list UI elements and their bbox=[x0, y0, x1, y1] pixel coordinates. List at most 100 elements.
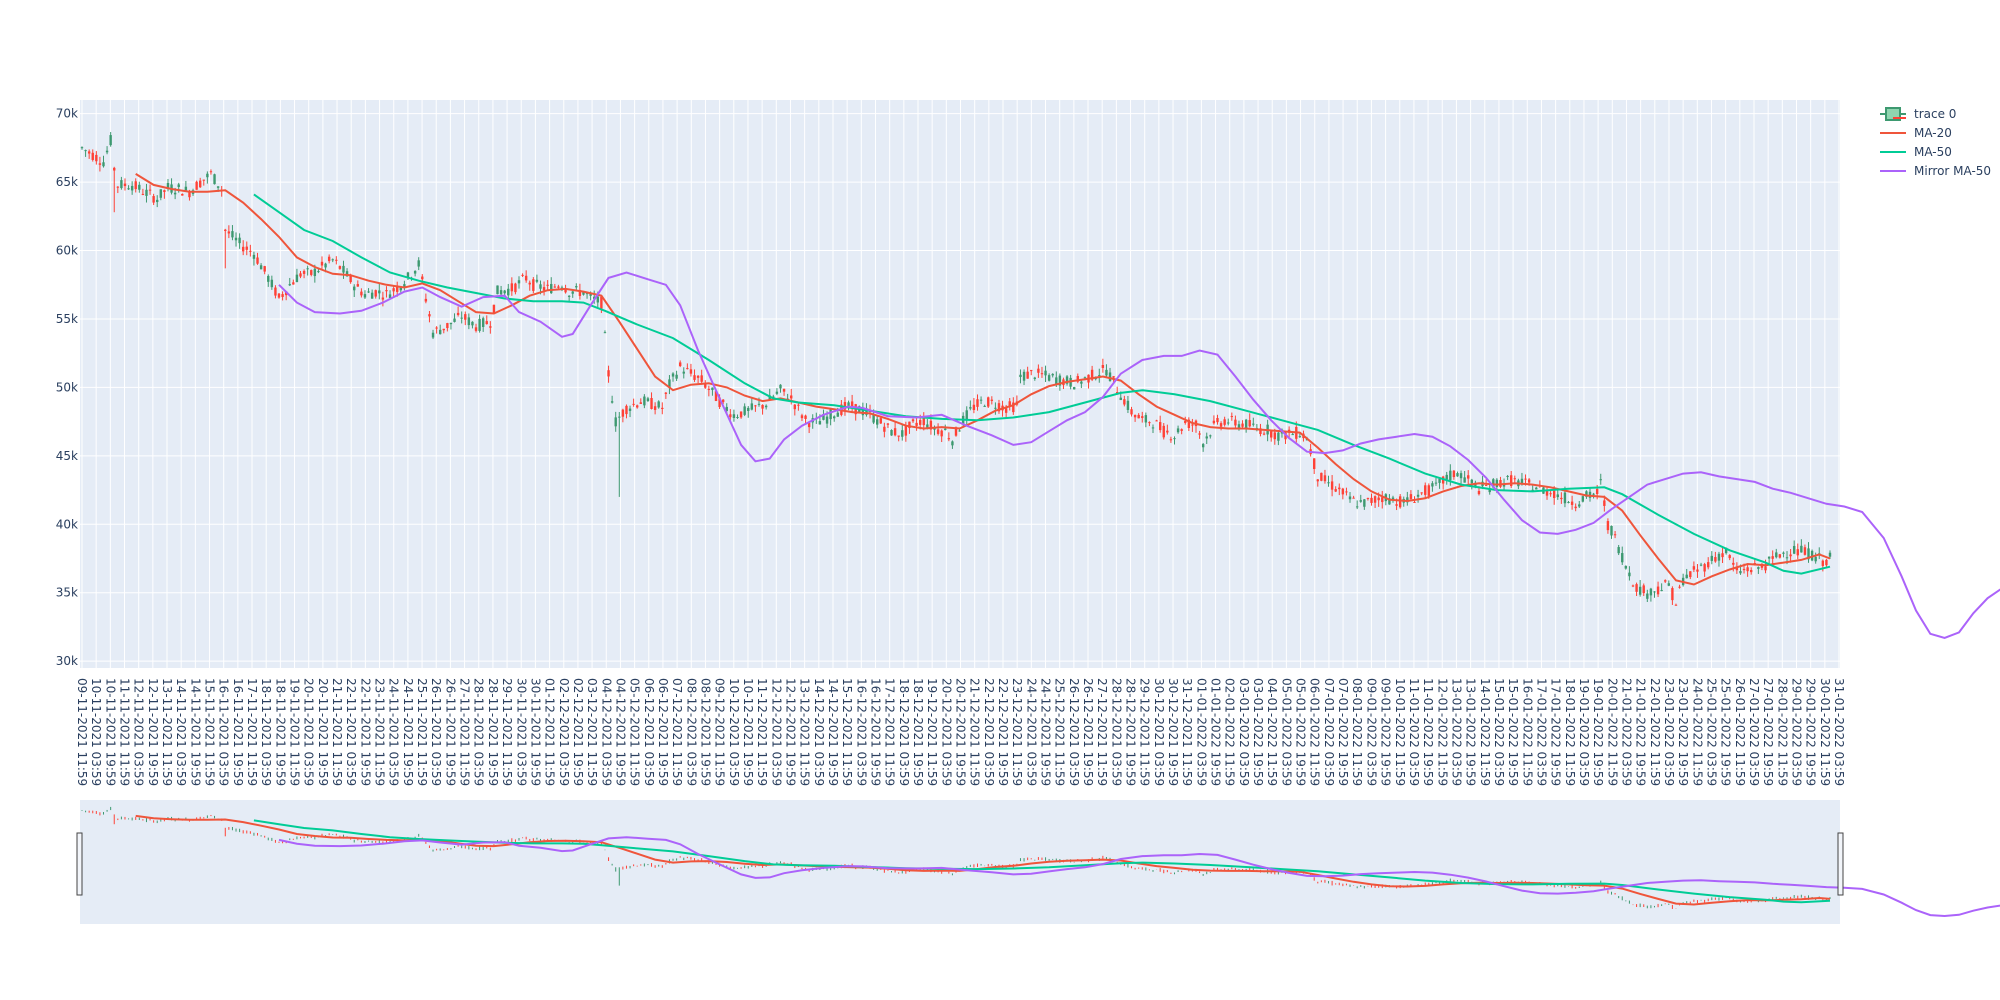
candle-body bbox=[1735, 567, 1739, 571]
candle-body bbox=[807, 423, 811, 428]
candle-body bbox=[1019, 374, 1022, 378]
candle-body bbox=[1459, 473, 1463, 479]
candle-body bbox=[1316, 479, 1319, 482]
candle-body bbox=[1416, 494, 1420, 497]
candle-body bbox=[1338, 487, 1341, 490]
candle-body bbox=[1244, 419, 1248, 429]
x-tick-label: 10-11-2021 19:59 bbox=[103, 678, 117, 786]
candle-body bbox=[1055, 377, 1058, 385]
candle-body bbox=[392, 288, 395, 292]
x-tick-label: 02-12-2021 03:59 bbox=[557, 678, 571, 786]
candle-body bbox=[1631, 585, 1635, 587]
candle-body bbox=[886, 423, 890, 425]
candle-body bbox=[564, 289, 567, 293]
rangeslider-right-handle[interactable] bbox=[1837, 832, 1844, 896]
x-tick-label: 19-01-2022 03:59 bbox=[1577, 678, 1591, 786]
candle-body bbox=[102, 162, 105, 167]
x-tick-label: 12-11-2021 03:59 bbox=[132, 678, 146, 786]
candle-body bbox=[517, 280, 521, 284]
x-tick-label: 27-12-2021 11:59 bbox=[1095, 678, 1109, 786]
candle-body bbox=[1370, 497, 1373, 503]
x-tick-label: 30-01-2022 11:59 bbox=[1818, 678, 1832, 786]
y-tick-label: 45k bbox=[56, 449, 78, 463]
candle-body bbox=[478, 318, 481, 331]
candle-body bbox=[618, 416, 621, 418]
candle-body bbox=[317, 271, 320, 273]
x-tick-label: 20-11-2021 03:59 bbox=[302, 678, 316, 786]
candle-body bbox=[281, 294, 284, 297]
candle-body bbox=[1803, 547, 1807, 555]
candle-body bbox=[775, 391, 779, 394]
y-tick-label: 30k bbox=[56, 654, 78, 668]
candle-body bbox=[1484, 485, 1488, 487]
candle-body bbox=[1209, 435, 1212, 437]
candle-body bbox=[127, 188, 130, 190]
y-tick-label: 50k bbox=[56, 380, 78, 394]
x-tick-label: 21-01-2022 03:59 bbox=[1619, 678, 1633, 786]
legend-item[interactable]: MA-50 bbox=[1880, 145, 1952, 159]
x-tick-label: 18-11-2021 03:59 bbox=[259, 678, 273, 786]
candle-body bbox=[1771, 556, 1774, 559]
candle-body bbox=[499, 290, 503, 295]
y-tick-label: 40k bbox=[56, 517, 78, 531]
candle-body bbox=[1148, 422, 1151, 424]
legend-item[interactable]: trace 0 bbox=[1880, 107, 1956, 121]
candle-body bbox=[120, 180, 123, 189]
candle-body bbox=[421, 276, 424, 280]
candle-body bbox=[270, 279, 274, 288]
candle-body bbox=[1671, 588, 1674, 601]
x-tick-label: 20-12-2021 19:59 bbox=[954, 678, 968, 786]
candle-body bbox=[918, 420, 922, 425]
x-tick-label: 28-11-2021 03:59 bbox=[472, 678, 486, 786]
candle-body bbox=[130, 185, 134, 191]
x-tick-label: 30-12-2021 03:59 bbox=[1152, 678, 1166, 786]
x-tick-label: 23-11-2021 11:59 bbox=[373, 678, 387, 786]
candle-body bbox=[1606, 521, 1610, 531]
candle-body bbox=[98, 163, 102, 165]
candle-body bbox=[1191, 424, 1194, 426]
x-tick-label: 24-12-2021 03:59 bbox=[1024, 678, 1038, 786]
x-tick-label: 04-01-2022 11:59 bbox=[1265, 678, 1279, 786]
candle-body bbox=[1413, 501, 1416, 503]
rangeslider-left-handle[interactable] bbox=[76, 832, 83, 896]
candle-body bbox=[1033, 377, 1037, 379]
candle-body bbox=[1130, 409, 1133, 415]
candle-body bbox=[1470, 479, 1474, 484]
legend-item[interactable]: Mirror MA-50 bbox=[1880, 164, 1991, 178]
x-tick-label: 11-11-2021 11:59 bbox=[118, 678, 132, 786]
candle-body bbox=[1040, 373, 1044, 375]
candle-body bbox=[532, 279, 535, 291]
candle-body bbox=[1270, 431, 1273, 438]
candle-body bbox=[507, 288, 510, 296]
candle-body bbox=[1717, 553, 1721, 561]
candle-body bbox=[1022, 371, 1026, 381]
candle-body bbox=[438, 329, 442, 335]
rangeslider-background[interactable] bbox=[80, 800, 1840, 924]
candle-body bbox=[381, 297, 385, 300]
candle-body bbox=[1406, 497, 1409, 503]
candle-body bbox=[1176, 428, 1180, 433]
candle-body bbox=[736, 417, 739, 419]
legend-item[interactable]: MA-20 bbox=[1880, 126, 1952, 140]
x-tick-label: 04-12-2021 19:59 bbox=[613, 678, 627, 786]
candle-body bbox=[1785, 557, 1789, 559]
x-tick-label: 18-12-2021 19:59 bbox=[911, 678, 925, 786]
x-tick-label: 14-11-2021 03:59 bbox=[174, 678, 188, 786]
candle-body bbox=[1105, 369, 1108, 376]
candle-body bbox=[1348, 496, 1352, 500]
moving-average-lines bbox=[135, 173, 2000, 639]
candle-body bbox=[636, 405, 639, 408]
candle-body bbox=[1141, 416, 1144, 418]
candle-body bbox=[1610, 525, 1613, 536]
candle-body bbox=[1298, 436, 1302, 438]
candle-body bbox=[1323, 475, 1327, 482]
candle-body bbox=[95, 154, 98, 162]
candle-body bbox=[431, 332, 435, 338]
candle-body bbox=[1567, 501, 1570, 503]
candle-body bbox=[474, 327, 478, 331]
candle-body bbox=[374, 290, 377, 297]
candle-body bbox=[177, 184, 180, 187]
candle-body bbox=[1030, 370, 1033, 372]
candle-body bbox=[911, 419, 915, 422]
candle-body bbox=[797, 404, 800, 406]
